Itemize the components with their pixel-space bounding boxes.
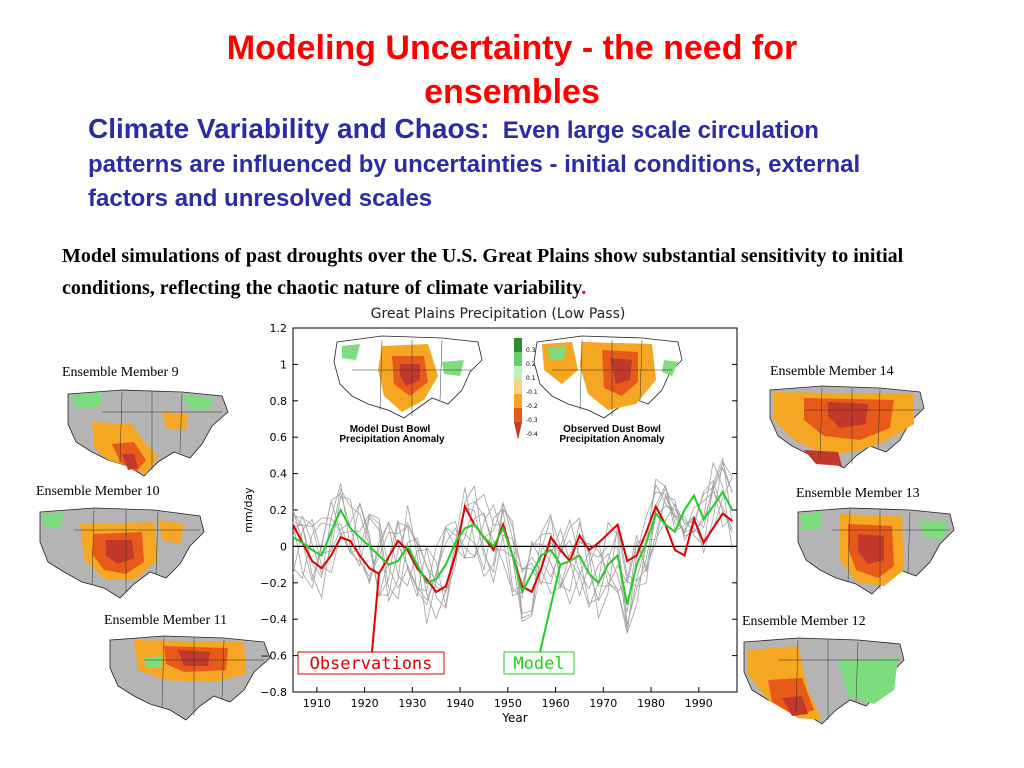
model-dust-bowl-inset: Model Dust Bowl Precipitation Anomaly	[333, 335, 483, 445]
model-inset-label-1: Model Dust Bowl	[350, 424, 431, 435]
observations-annotation: Observations	[310, 654, 433, 674]
series-lines	[292, 489, 734, 605]
observations-pointer	[371, 573, 380, 653]
x-tick-label: 1920	[351, 697, 379, 710]
scale-labels: 0.3 0.2 0.1 -0.1 -0.2 -0.3 -0.4	[526, 347, 538, 438]
scale-label: -0.2	[526, 403, 538, 410]
model-annotation: Model	[513, 654, 564, 674]
ensemble-member-line	[292, 460, 733, 628]
ensemble-member-line	[292, 486, 733, 613]
y-tick-label: −0.4	[260, 613, 287, 626]
ensemble-label-12: Ensemble Member 12	[742, 614, 866, 629]
scale-label: 0.1	[526, 375, 536, 382]
scale-colorbar: 0.3 0.2 0.1 -0.1 -0.2 -0.3 -0.4	[514, 338, 538, 440]
slide-title: Modeling Uncertainty - the need for ense…	[0, 26, 1024, 114]
x-tick-label: 1950	[494, 697, 522, 710]
scale-label: -0.3	[526, 417, 538, 424]
body-text-content: Model simulations of past droughts over …	[62, 245, 904, 299]
y-tick-label: 1.2	[270, 322, 288, 335]
model-line	[292, 489, 734, 605]
ensemble-member-line	[292, 479, 733, 614]
scale-label: -0.1	[526, 389, 538, 396]
y-tick-label: 0	[280, 540, 287, 553]
ensemble-label-10: Ensemble Member 10	[36, 484, 160, 499]
ensemble-map-10	[39, 507, 205, 599]
scale-label: 0.2	[526, 361, 536, 368]
y-axis-label: mm/day	[242, 487, 255, 533]
observed-inset-label-1: Observed Dust Bowl	[563, 424, 661, 435]
ensemble-map-13	[797, 507, 955, 595]
ensemble-label-13: Ensemble Member 13	[796, 486, 920, 501]
x-axis: 1910 1920 1930 1940 1950 1960 1970 1980 1990	[303, 687, 713, 710]
y-tick-label: 0.2	[270, 504, 288, 517]
x-axis-label: Year	[501, 711, 527, 725]
observations-annotation-box	[297, 651, 445, 675]
y-tick-label: 0.8	[270, 395, 288, 408]
observed-inset-label-2: Precipitation Anomaly	[559, 434, 665, 445]
ensemble-map-14	[769, 385, 925, 469]
scale-label: 0.3	[526, 347, 536, 354]
observed-dust-bowl-inset: Observed Dust Bowl Precipitation Anomaly	[533, 335, 683, 445]
ensemble-label-11: Ensemble Member 11	[104, 613, 228, 628]
y-axis: 1.2 1 0.8 0.6 0.4 0.2 0 −0.2 −0.4 −0.6 −0.8	[260, 322, 737, 699]
x-tick-label: 1960	[542, 697, 570, 710]
ensemble-map-9	[67, 389, 229, 477]
model-inset-label-2: Precipitation Anomaly	[339, 434, 445, 445]
chart-title: Great Plains Precipitation (Low Pass)	[371, 306, 626, 322]
body-period: .	[581, 277, 587, 299]
x-tick-label: 1930	[398, 697, 426, 710]
subtitle-heading: Climate Variability and Chaos:	[88, 113, 490, 144]
y-tick-label: 1	[280, 358, 287, 371]
title-line-1: Modeling Uncertainty - the need for	[226, 29, 798, 67]
x-tick-label: 1940	[446, 697, 474, 710]
ensemble-map-12	[743, 637, 905, 725]
slide-subtitle: Climate Variability and Chaos: Even larg…	[88, 112, 908, 216]
x-tick-label: 1990	[685, 697, 713, 710]
title-line-2: ensembles	[424, 73, 600, 111]
y-tick-label: −0.2	[260, 577, 287, 590]
ensemble-label-9: Ensemble Member 9	[62, 365, 179, 380]
x-tick-label: 1970	[589, 697, 617, 710]
ensemble-map-11	[109, 635, 271, 721]
scale-label: -0.4	[526, 431, 538, 438]
great-plains-precip-chart: Great Plains Precipitation (Low Pass) 1.…	[242, 306, 738, 725]
model-annotation-box	[503, 651, 575, 675]
y-tick-label: −0.8	[260, 686, 287, 699]
subtitle-body: Even large scale circulation patterns ar…	[88, 117, 861, 212]
model-pointer	[539, 564, 562, 653]
y-tick-label: 0.6	[270, 431, 288, 444]
body-paragraph: Model simulations of past droughts over …	[62, 240, 982, 304]
y-tick-label: −0.6	[260, 650, 287, 663]
y-tick-label: 0.4	[270, 468, 288, 481]
x-tick-label: 1910	[303, 697, 331, 710]
x-tick-label: 1980	[637, 697, 665, 710]
ensemble-label-14: Ensemble Member 14	[770, 364, 894, 379]
